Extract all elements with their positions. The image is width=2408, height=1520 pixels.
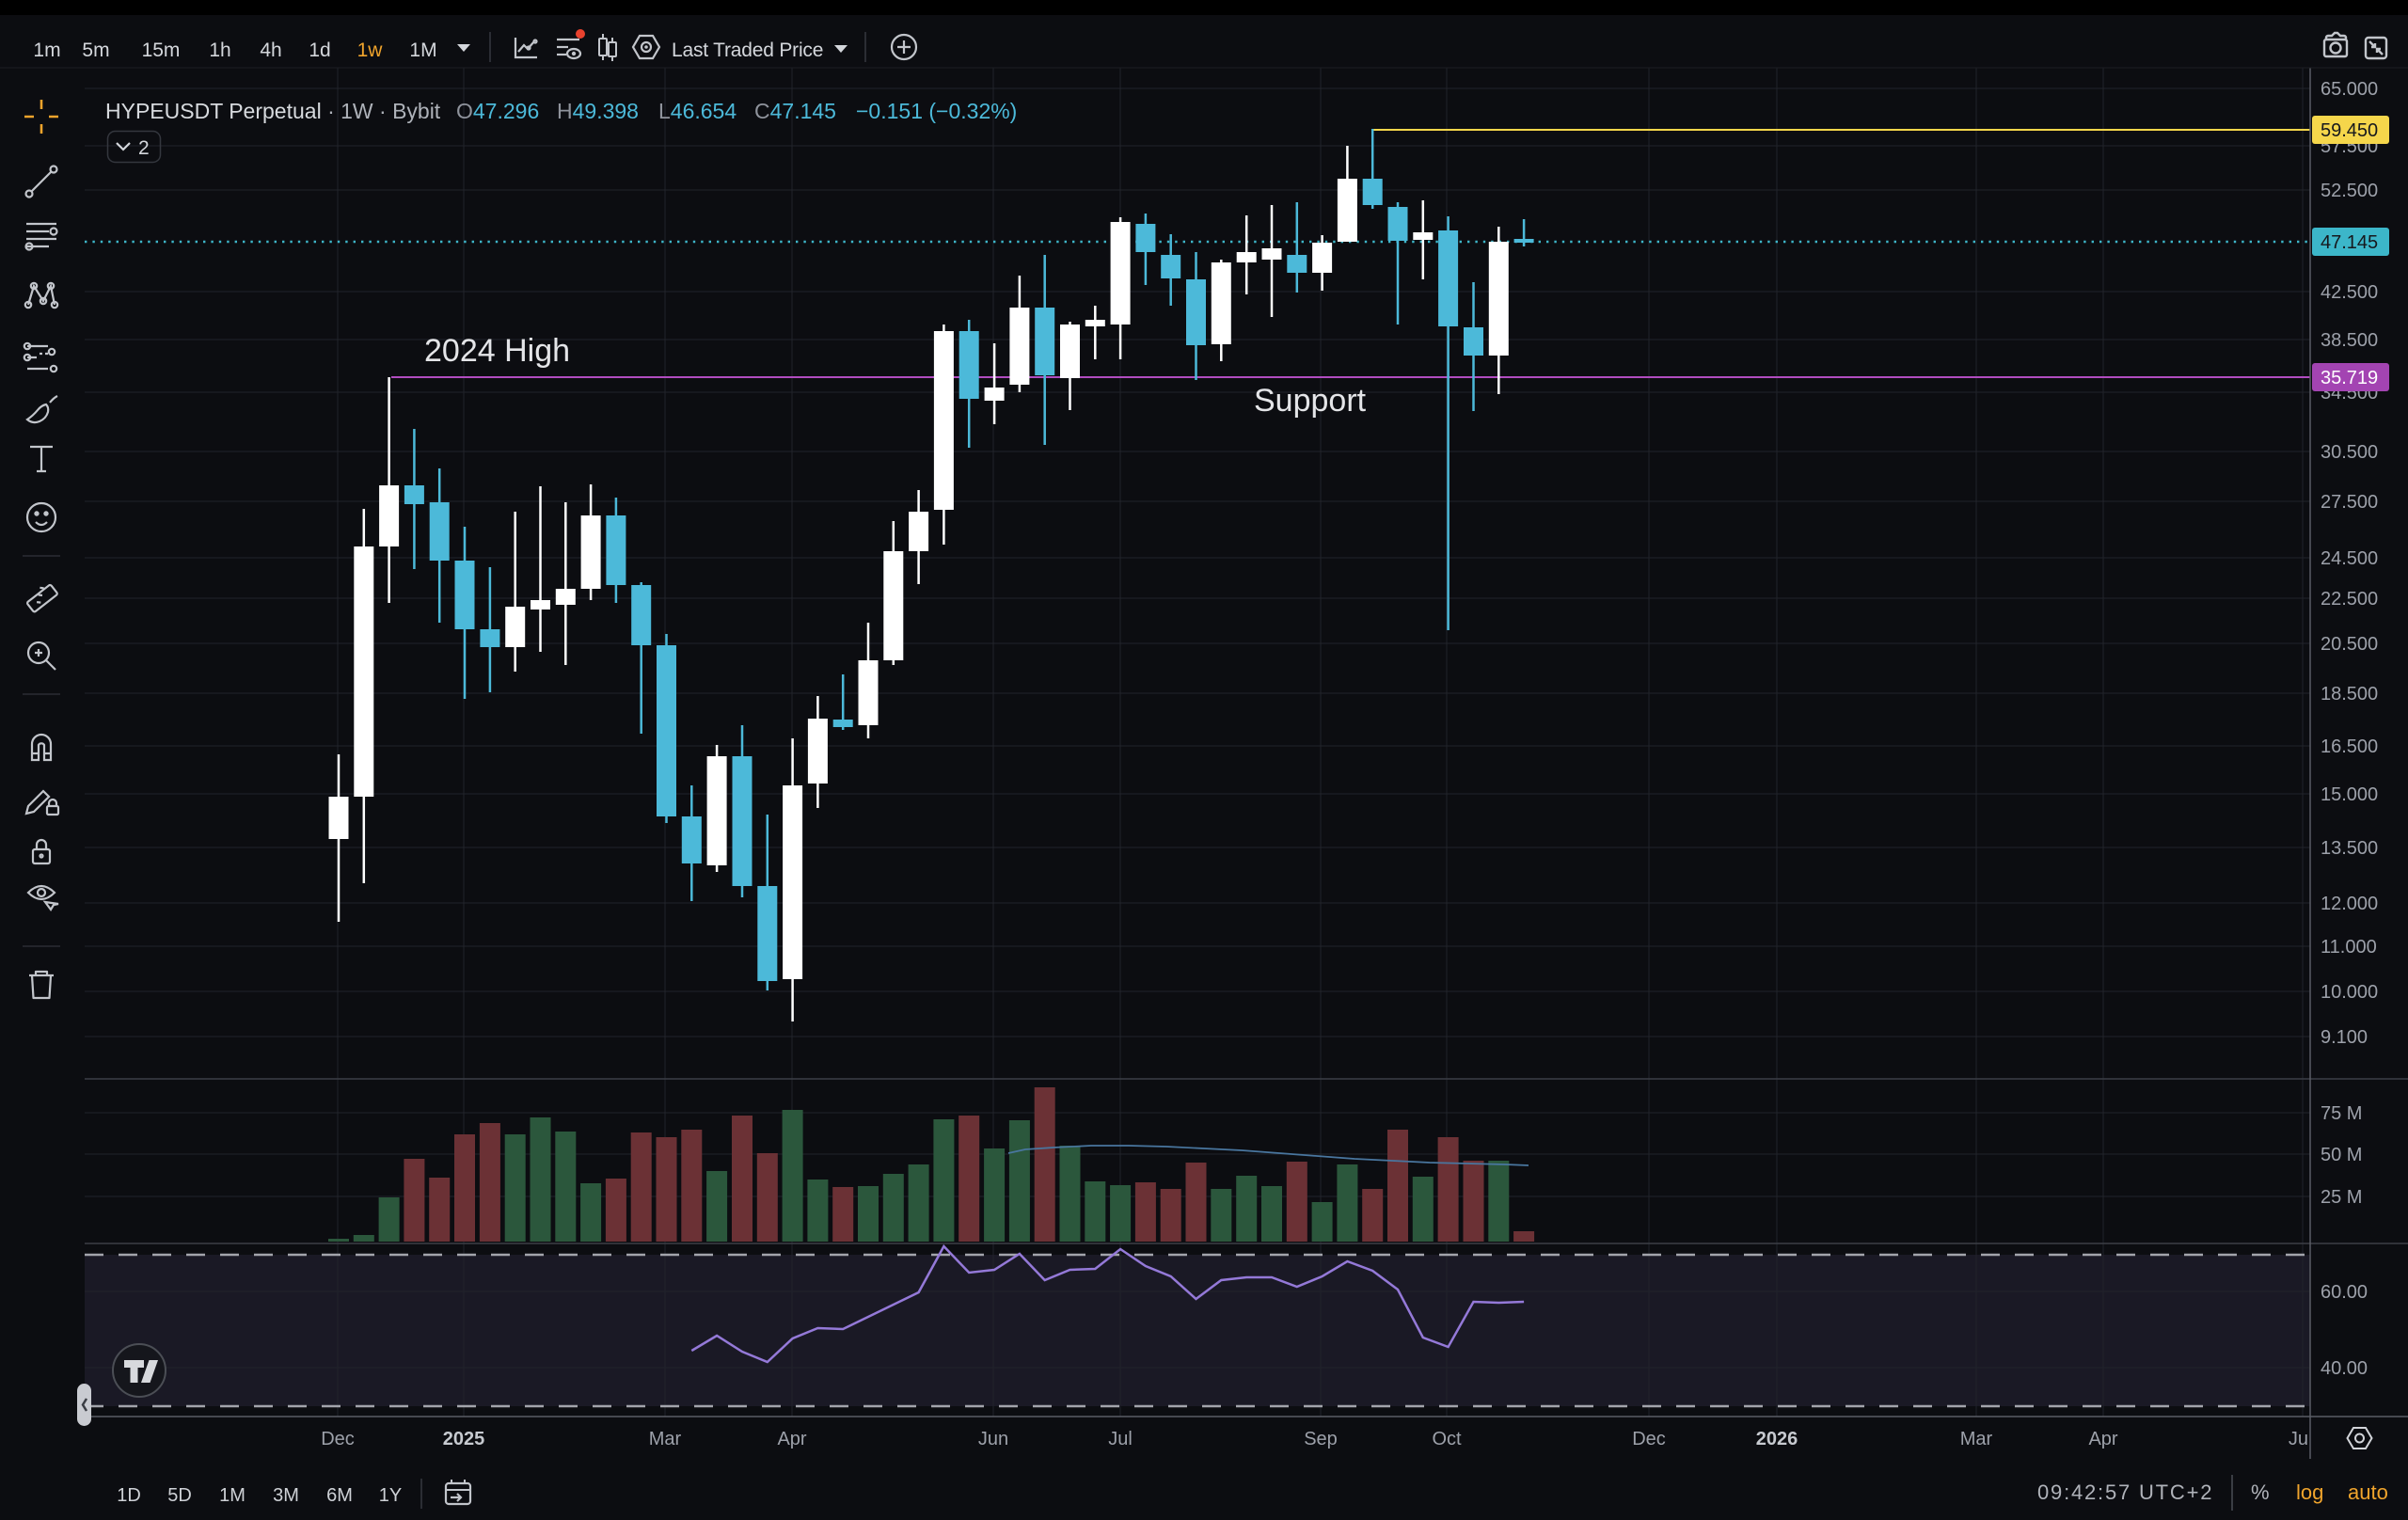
svg-text:Ju: Ju — [2289, 1429, 2308, 1449]
svg-text:HYPEUSDT Perpetual · 1W · Bybi: HYPEUSDT Perpetual · 1W · Bybit — [105, 99, 441, 123]
svg-text:42.500: 42.500 — [2321, 282, 2378, 303]
svg-text:L46.654: L46.654 — [658, 99, 737, 123]
svg-text:65.000: 65.000 — [2321, 79, 2378, 100]
svg-text:5D: 5D — [167, 1485, 192, 1506]
svg-text:2024 High: 2024 High — [424, 333, 570, 369]
svg-text:12.000: 12.000 — [2321, 894, 2378, 914]
svg-text:Dec: Dec — [321, 1429, 355, 1449]
svg-text:20.500: 20.500 — [2321, 634, 2378, 655]
svg-text:52.500: 52.500 — [2321, 181, 2378, 201]
svg-text:1M: 1M — [219, 1485, 246, 1506]
svg-text:11.000: 11.000 — [2321, 937, 2377, 958]
svg-text:Support: Support — [1254, 383, 1367, 419]
svg-text:2026: 2026 — [1756, 1429, 1798, 1449]
svg-text:Apr: Apr — [2088, 1429, 2117, 1449]
svg-text:40.00: 40.00 — [2321, 1358, 2368, 1379]
svg-text:5m: 5m — [82, 40, 109, 61]
svg-text:1d: 1d — [309, 40, 330, 61]
svg-text:09:42:57 UTC+2: 09:42:57 UTC+2 — [2037, 1480, 2213, 1504]
svg-text:6M: 6M — [326, 1485, 353, 1506]
svg-text:Oct: Oct — [1432, 1429, 1462, 1449]
svg-text:1h: 1h — [209, 40, 230, 61]
svg-text:−0.151 (−0.32%): −0.151 (−0.32%) — [856, 99, 1017, 123]
svg-text:1w: 1w — [357, 40, 384, 61]
svg-text:75 M: 75 M — [2321, 1103, 2362, 1124]
svg-text:25 M: 25 M — [2321, 1187, 2362, 1208]
svg-text:2: 2 — [138, 137, 150, 159]
svg-text:Jul: Jul — [1108, 1429, 1133, 1449]
svg-text:38.500: 38.500 — [2321, 330, 2378, 351]
svg-text:H49.398: H49.398 — [557, 99, 639, 123]
svg-text:18.500: 18.500 — [2321, 684, 2378, 705]
svg-text:O47.296: O47.296 — [456, 99, 539, 123]
svg-text:9.100: 9.100 — [2321, 1027, 2368, 1048]
svg-text:35.719: 35.719 — [2321, 368, 2378, 388]
svg-text:4h: 4h — [260, 40, 281, 61]
svg-text:Dec: Dec — [1632, 1429, 1666, 1449]
svg-text:Mar: Mar — [649, 1429, 682, 1449]
svg-text:15m: 15m — [142, 40, 181, 61]
svg-text:Jun: Jun — [978, 1429, 1008, 1449]
svg-text:Last Traded Price: Last Traded Price — [672, 40, 823, 61]
svg-text:30.500: 30.500 — [2321, 442, 2378, 463]
svg-text:%: % — [2251, 1480, 2270, 1504]
svg-text:1m: 1m — [33, 40, 60, 61]
svg-text:24.500: 24.500 — [2321, 548, 2378, 569]
svg-text:10.000: 10.000 — [2321, 982, 2378, 1003]
svg-text:log: log — [2296, 1480, 2323, 1504]
svg-text:16.500: 16.500 — [2321, 736, 2378, 757]
svg-text:15.000: 15.000 — [2321, 784, 2378, 805]
svg-text:60.00: 60.00 — [2321, 1282, 2368, 1303]
svg-text:27.500: 27.500 — [2321, 492, 2378, 513]
svg-text:1M: 1M — [409, 40, 436, 61]
svg-text:1Y: 1Y — [379, 1485, 402, 1506]
svg-text:22.500: 22.500 — [2321, 589, 2378, 610]
svg-text:auto: auto — [2348, 1480, 2388, 1504]
svg-text:2025: 2025 — [443, 1429, 485, 1449]
svg-text:50 M: 50 M — [2321, 1145, 2362, 1165]
svg-text:13.500: 13.500 — [2321, 838, 2378, 859]
svg-text:Mar: Mar — [1960, 1429, 1993, 1449]
svg-text:59.450: 59.450 — [2321, 120, 2378, 141]
svg-text:1D: 1D — [117, 1485, 141, 1506]
svg-text:Apr: Apr — [777, 1429, 806, 1449]
svg-text:Sep: Sep — [1304, 1429, 1338, 1449]
svg-text:C47.145: C47.145 — [754, 99, 836, 123]
svg-text:47.145: 47.145 — [2321, 232, 2378, 253]
svg-text:3M: 3M — [273, 1485, 299, 1506]
